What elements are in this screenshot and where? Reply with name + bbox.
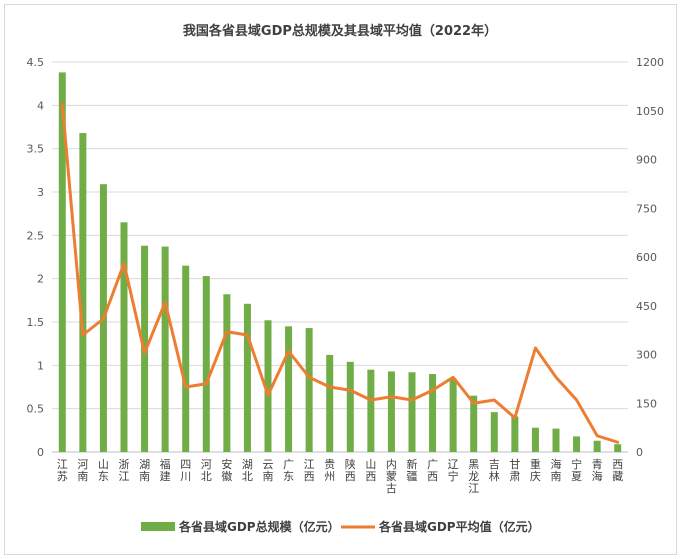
legend-bar-swatch <box>141 522 175 531</box>
chart-frame: 我国各省县域GDP总规模及其县域平均值（2022年） 0 0.5 1 1.5 2 2.5 3… <box>4 4 677 555</box>
legend-line-label: 各省县域GDP平均值（亿元） <box>378 519 540 534</box>
bar <box>182 265 190 452</box>
category-label: 贵州 <box>324 458 335 483</box>
category-label: 广东 <box>283 458 294 483</box>
bar <box>326 354 334 452</box>
category-label: 青海 <box>592 458 603 483</box>
bar <box>573 436 581 452</box>
bar <box>285 326 293 452</box>
category-label: 安徽 <box>221 457 232 483</box>
category-label: 江苏 <box>57 458 68 483</box>
y-right-tick-label: 900 <box>636 154 657 167</box>
y-left-tick-label: 1 <box>37 359 44 372</box>
bar <box>449 378 457 452</box>
category-axis: 江苏河南山东浙江湖南福建四川河北安徽湖北云南广东江西贵州陕西山西内蒙古新疆广西辽… <box>57 457 623 495</box>
y-left-tick-label: 4 <box>37 99 44 112</box>
category-label: 湖北 <box>242 458 253 483</box>
bar <box>264 320 272 452</box>
category-label: 浙江 <box>119 458 130 483</box>
y-right-tick-label: 150 <box>636 397 657 410</box>
category-label: 内蒙古 <box>386 457 397 495</box>
gridlines <box>52 61 628 453</box>
bar <box>531 427 539 452</box>
bar <box>243 303 251 452</box>
category-label: 山西 <box>365 458 376 483</box>
y-left-tick-label: 4.5 <box>27 56 45 69</box>
bar <box>429 374 437 452</box>
bar-series <box>58 72 622 453</box>
y-right-tick-label: 450 <box>636 300 657 313</box>
bar <box>79 133 87 453</box>
bar <box>161 246 169 452</box>
bar <box>552 428 560 452</box>
y-right-tick-label: 600 <box>636 251 657 264</box>
y-left-tick-label: 3.5 <box>27 143 45 156</box>
category-label: 宁夏 <box>571 457 582 483</box>
y-left-tick-label: 3 <box>37 186 44 199</box>
bar <box>202 276 210 452</box>
legend-bar-label: 各省县域GDP总规模（亿元） <box>178 519 340 534</box>
category-label: 河南 <box>77 458 88 483</box>
category-label: 黑龙江 <box>468 458 479 495</box>
bar <box>120 222 128 452</box>
category-label: 湖南 <box>139 458 150 483</box>
avg-line <box>60 102 620 444</box>
left-axis: 0 0.5 1 1.5 2 2.5 3 3.5 4 4.5 <box>27 56 45 459</box>
bar <box>490 412 498 452</box>
y-left-tick-label: 0 <box>37 446 44 459</box>
category-label: 陕西 <box>345 457 356 483</box>
category-label: 西藏 <box>612 458 623 483</box>
category-label: 广西 <box>427 458 438 483</box>
y-left-tick-label: 2 <box>37 273 44 286</box>
y-right-tick-label: 300 <box>636 349 657 362</box>
category-label: 新疆 <box>407 457 418 483</box>
category-label: 云南 <box>263 458 274 483</box>
category-label: 重庆 <box>530 457 541 483</box>
category-label: 辽宁 <box>448 458 459 483</box>
right-axis: 0 150 300 450 600 750 900 1050 1200 <box>636 56 664 459</box>
bar <box>387 371 395 452</box>
bar <box>593 440 601 452</box>
bar <box>58 72 66 453</box>
bar <box>346 361 354 452</box>
y-right-tick-label: 1050 <box>636 105 664 118</box>
chart-canvas: 我国各省县域GDP总规模及其县域平均值（2022年） 0 0.5 1 1.5 2 2.5 3… <box>27 23 665 534</box>
y-left-tick-label: 1.5 <box>27 316 45 329</box>
bar <box>614 444 622 452</box>
y-right-tick-label: 0 <box>636 446 643 459</box>
y-left-tick-label: 2.5 <box>27 229 45 242</box>
bar <box>470 395 478 452</box>
y-right-tick-label: 1200 <box>636 56 664 69</box>
y-left-tick-label: 0.5 <box>27 403 45 416</box>
bar <box>305 328 313 452</box>
category-label: 福建 <box>160 457 171 483</box>
line-series <box>60 102 620 444</box>
category-label: 海南 <box>551 457 562 483</box>
legend: 各省县域GDP总规模（亿元） 各省县域GDP平均值（亿元） <box>141 519 540 534</box>
y-right-tick-label: 750 <box>636 202 657 215</box>
category-label: 四川 <box>180 458 191 483</box>
bar <box>511 416 519 452</box>
category-label: 河北 <box>201 458 212 483</box>
chart-title: 我国各省县域GDP总规模及其县域平均值（2022年） <box>183 23 497 39</box>
category-label: 江西 <box>304 458 315 483</box>
category-label: 吉林 <box>489 458 500 483</box>
bar <box>367 369 375 452</box>
category-label: 山东 <box>98 458 109 483</box>
bar <box>408 372 416 452</box>
bar <box>223 294 231 452</box>
category-label: 甘肃 <box>509 458 520 483</box>
